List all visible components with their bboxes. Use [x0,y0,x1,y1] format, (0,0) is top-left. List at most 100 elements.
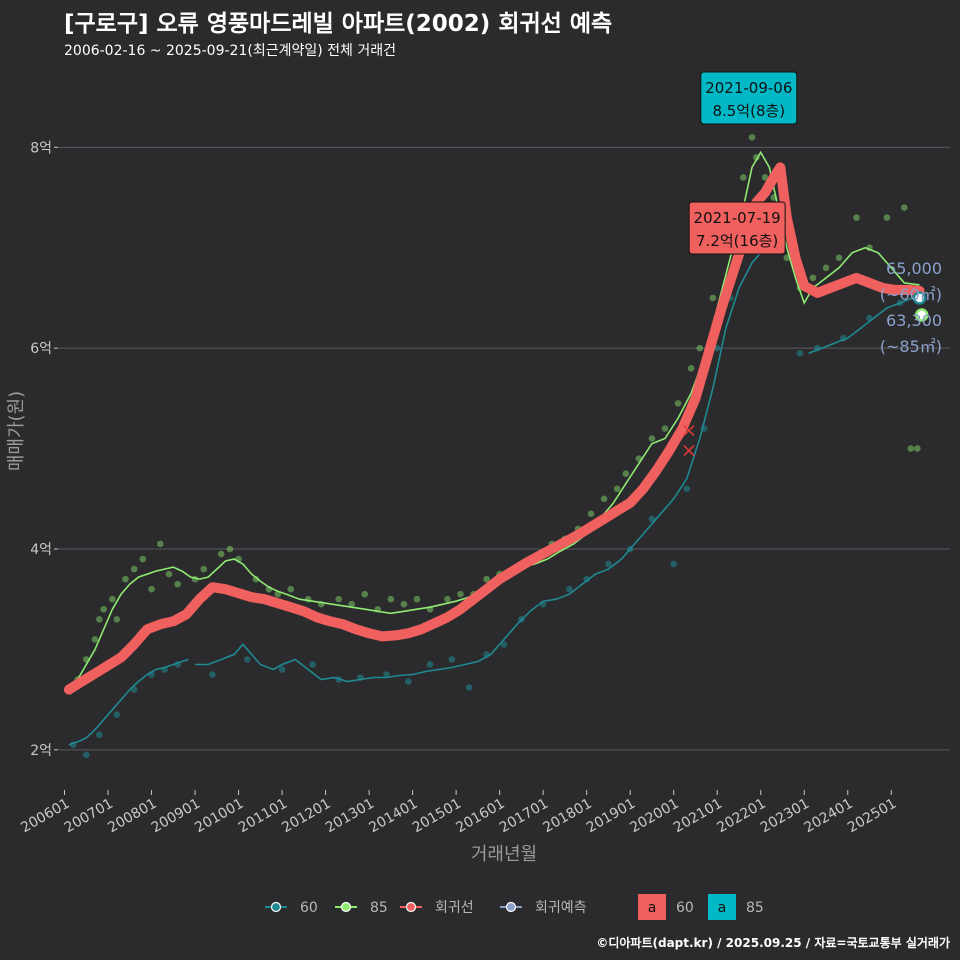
scatter-point-85 [109,595,116,603]
series-line-60 [68,658,189,746]
callout-date: 2021-09-06 [705,79,792,97]
scatter-point-85 [622,470,630,477]
callout-date: 2021-07-19 [694,209,781,227]
x-tick-label: 202001 [627,796,681,837]
scatter-point-85 [661,425,669,432]
legend-key-dot [340,901,352,913]
callout-value: 8.5억(8층) [712,102,785,120]
scatter-point-85 [761,174,769,181]
legend-label: 회귀선 [435,900,474,916]
x-tick-label: 201601 [453,796,507,837]
chart-title: [구로구] 오류 영풍마드레빌 아파트(2002) 회귀선 예측 [64,11,613,37]
legend-label: 60 [300,900,318,916]
cancelled-mark [683,445,695,457]
scatter-point-85 [809,274,817,282]
scatter-point-60 [243,656,251,663]
scatter-point-85 [600,495,608,503]
x-tick-label: 202301 [758,796,812,837]
scatter-point-85 [387,595,395,603]
y-tick-label: 6억 [30,341,52,357]
scatter-point-85 [122,575,129,583]
legend-label: 85 [370,900,388,916]
series-line-60 [195,252,762,683]
scatter-point-85 [853,214,860,221]
scatter-point-85 [165,570,173,578]
scatter-point-85 [361,590,369,598]
scatter-point-85 [444,595,451,603]
x-tick-label: 200701 [62,796,116,837]
x-tick-label: 201501 [410,796,464,837]
scatter-point-85 [709,294,717,302]
scatter-point-85 [648,435,656,442]
scatter-point-60 [278,666,286,673]
scatter-point-85 [587,510,595,518]
scatter-point-85 [174,580,181,588]
scatter-point-85 [348,600,356,608]
prediction-area: (~85㎡) [880,337,942,356]
scatter-point-85 [156,540,164,548]
scatter-point-60 [583,575,590,583]
scatter-point-60 [648,515,656,523]
x-tick-label: 202201 [714,796,768,837]
scatter-point-85 [113,615,121,623]
scatter-point-60 [82,751,90,759]
legend-key-dot [270,901,282,913]
x-axis-title: 거래년월 [471,844,537,865]
scatter-point-85 [822,264,830,272]
x-tick-label: 201201 [279,796,333,837]
scatter-point-85 [139,555,147,563]
chart-subtitle: 2006-02-16 ~ 2025-09-21(최근계약일) 전체 거래건 [64,43,396,59]
scatter-point-60 [113,711,121,718]
x-tick-label: 202501 [845,796,899,837]
scatter-point-60 [605,560,612,568]
y-tick-label: 8억 [30,140,52,156]
x-tick-label: 200801 [105,796,159,837]
x-tick-label: 201901 [584,796,638,837]
x-tick-label: 201701 [497,796,551,837]
x-tick-label: 201401 [366,796,420,837]
scatter-point-60 [309,661,316,668]
footer-credit: ©디아파트(dapt.kr) / 2025.09.25 / 자료=국토교통부 실… [596,936,950,950]
scatter-point-85 [696,344,704,352]
callout-box [688,201,786,255]
legend-box-key [638,894,666,920]
y-axis-title: 매매가(원) [6,391,27,471]
scatter-point-85 [96,615,103,623]
scatter-point-85 [226,545,234,553]
regression-line [63,162,925,695]
legend-box-glyph: a [648,900,657,916]
callout-value: 7.2억(16층) [696,232,778,250]
prediction-point [914,308,929,322]
prediction-value: 63,300 [886,311,942,330]
scatter-point-85 [914,445,921,452]
scatter-point-85 [413,595,421,603]
scatter-point-85 [687,364,695,372]
x-tick-label: 201801 [540,796,594,837]
scatter-point-85 [287,585,295,593]
scatter-point-85 [883,214,891,221]
scatter-point-85 [457,590,464,598]
scatter-point-85 [901,204,908,211]
scatter-point-60 [404,678,412,685]
scatter-point-60 [670,560,677,568]
scatter-point-85 [100,605,107,613]
scatter-point-85 [748,133,756,141]
scatter-point-85 [200,565,208,573]
legend-key-dot [405,901,417,913]
scatter-point-60 [426,661,434,668]
scatter-point-60 [209,671,216,678]
x-tick-label: 201101 [236,796,290,837]
scatter-point-60 [683,485,691,493]
scatter-point-85 [91,636,99,643]
scatter-point-85 [740,174,747,181]
prediction-point [912,291,927,305]
scatter-point-60 [796,349,804,357]
legend-label: 회귀예측 [535,900,587,916]
x-tick-label: 201301 [323,796,377,837]
scatter-point-60 [500,641,508,648]
x-tick-label: 202401 [801,796,855,837]
scatter-point-85 [835,254,843,262]
x-tick-label: 201001 [192,796,246,837]
